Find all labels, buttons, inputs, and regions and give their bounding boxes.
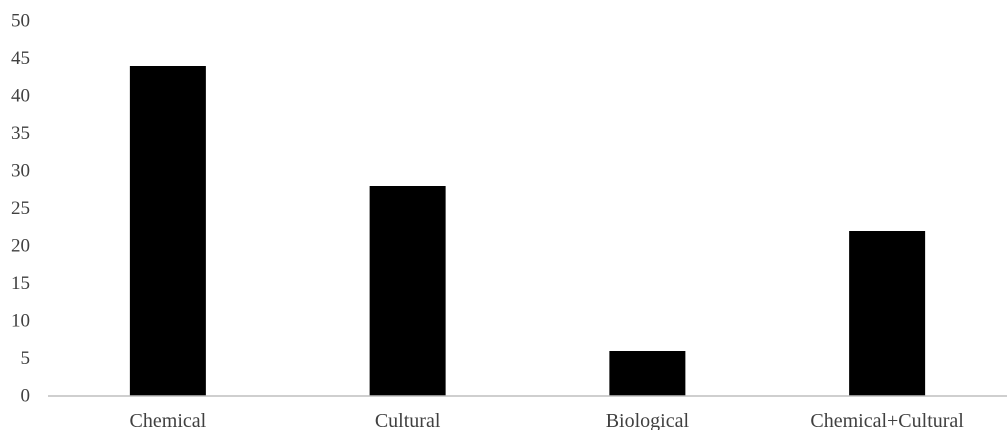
x-axis-category-labels: Chemical Cultural Biological Chemical+Cultu… <box>130 410 965 430</box>
bar <box>369 186 446 396</box>
x-category-label: Chemical+Cultural <box>810 410 964 430</box>
y-tick-label: 20 <box>11 236 30 257</box>
x-category-label: Cultural <box>375 410 441 430</box>
y-tick-label: 5 <box>21 348 31 369</box>
bars <box>129 66 926 396</box>
y-axis-tick-labels: 0 5 10 15 20 25 30 35 40 45 50 <box>11 11 30 407</box>
y-tick-label: 45 <box>11 48 30 69</box>
y-tick-label: 15 <box>11 273 30 294</box>
y-tick-label: 30 <box>11 161 30 182</box>
x-category-label: Biological <box>606 410 690 430</box>
y-tick-label: 0 <box>21 386 31 407</box>
bar <box>849 231 926 396</box>
y-tick-label: 40 <box>11 86 30 107</box>
y-tick-label: 10 <box>11 311 30 332</box>
bar <box>609 351 686 396</box>
y-tick-label: 25 <box>11 198 30 219</box>
x-category-label: Chemical <box>130 410 207 430</box>
y-tick-label: 50 <box>11 11 30 32</box>
y-tick-label: 35 <box>11 123 30 144</box>
bar <box>129 66 206 396</box>
